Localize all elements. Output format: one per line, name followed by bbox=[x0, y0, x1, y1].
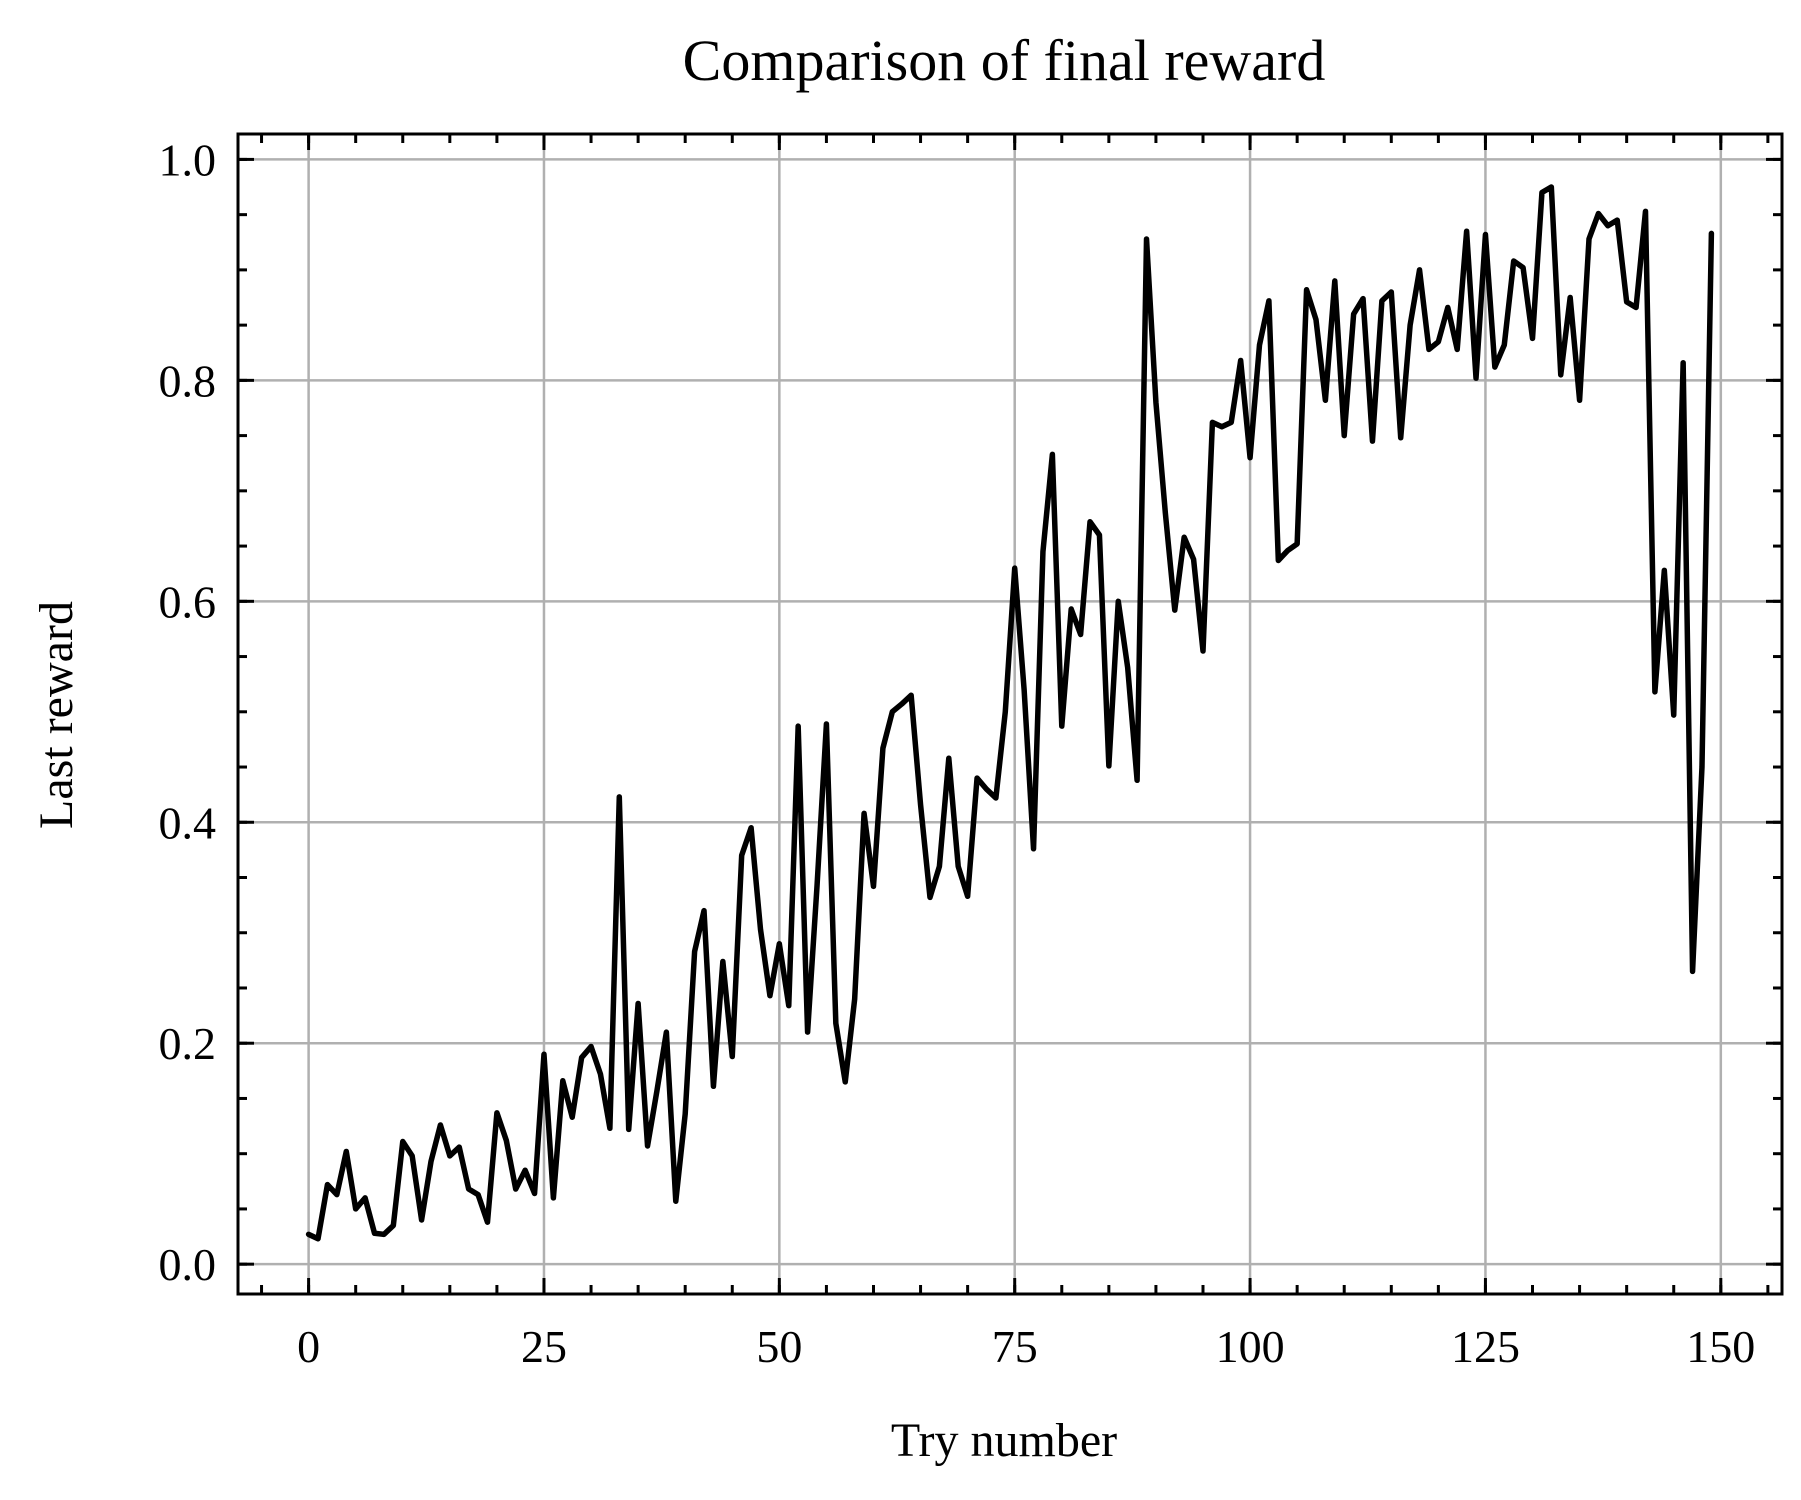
y-axis-label: Last reward bbox=[30, 601, 83, 829]
y-tick-label: 1.0 bbox=[159, 134, 217, 185]
x-tick-label: 125 bbox=[1451, 1321, 1520, 1372]
grid-lines bbox=[238, 134, 1782, 1294]
y-tick-label: 0.2 bbox=[159, 1018, 217, 1069]
x-tick-label: 75 bbox=[992, 1321, 1038, 1372]
axis-ticks bbox=[238, 134, 1782, 1294]
chart-title: Comparison of final reward bbox=[683, 28, 1326, 93]
x-tick-label: 50 bbox=[756, 1321, 802, 1372]
plot-frame bbox=[236, 132, 1784, 1296]
x-axis-label: Try number bbox=[891, 1414, 1117, 1467]
y-tick-label: 0.4 bbox=[159, 797, 217, 848]
x-tick-label: 100 bbox=[1216, 1321, 1285, 1372]
y-tick-label: 0.8 bbox=[159, 355, 217, 406]
x-tick-labels: 0 25 50 75 100 125 150 bbox=[297, 1321, 1755, 1372]
x-tick-label: 25 bbox=[521, 1321, 567, 1372]
y-tick-label: 0.6 bbox=[159, 576, 217, 627]
x-tick-label: 0 bbox=[297, 1321, 320, 1372]
x-tick-label: 150 bbox=[1686, 1321, 1755, 1372]
series-line bbox=[305, 184, 1715, 1242]
y-tick-labels: 0.0 0.2 0.4 0.6 0.8 1.0 bbox=[159, 134, 217, 1290]
y-tick-label: 0.0 bbox=[159, 1239, 217, 1290]
